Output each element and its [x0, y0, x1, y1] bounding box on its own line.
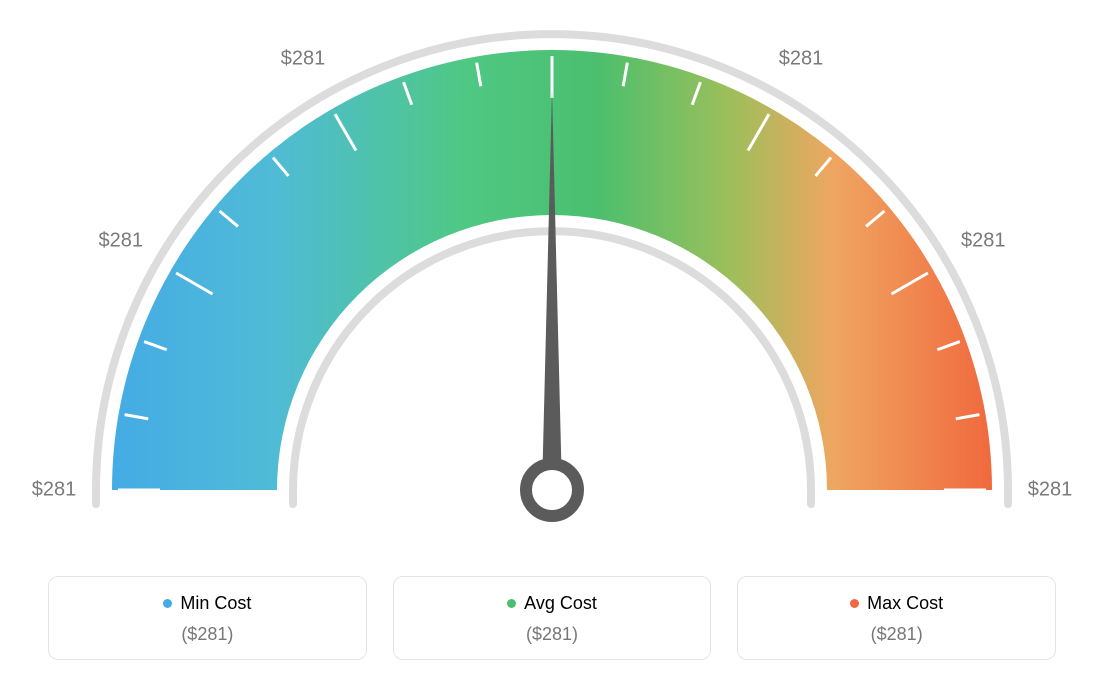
gauge-svg — [0, 0, 1104, 560]
legend-title-min: Min Cost — [163, 593, 251, 614]
gauge-tick-label: $281 — [98, 230, 143, 253]
gauge-tick-label: $281 — [530, 0, 575, 4]
legend-value-min: ($281) — [61, 624, 354, 645]
legend-dot-max — [850, 599, 859, 608]
gauge-chart: $281 $281 $281 $281 $281 $281 $281 — [0, 0, 1104, 560]
gauge-tick-label: $281 — [779, 47, 824, 70]
legend-card-max: Max Cost ($281) — [737, 576, 1056, 660]
legend-label-avg: Avg Cost — [524, 593, 597, 614]
legend-label-min: Min Cost — [180, 593, 251, 614]
legend-title-max: Max Cost — [850, 593, 943, 614]
legend-dot-min — [163, 599, 172, 608]
legend-value-avg: ($281) — [406, 624, 699, 645]
gauge-tick-label: $281 — [281, 47, 326, 70]
legend-dot-avg — [507, 599, 516, 608]
gauge-tick-label: $281 — [32, 479, 77, 502]
legend-title-avg: Avg Cost — [507, 593, 597, 614]
legend-value-max: ($281) — [750, 624, 1043, 645]
legend-label-max: Max Cost — [867, 593, 943, 614]
gauge-tick-label: $281 — [1028, 479, 1073, 502]
gauge-tick-label: $281 — [961, 230, 1006, 253]
legend-card-avg: Avg Cost ($281) — [393, 576, 712, 660]
legend-row: Min Cost ($281) Avg Cost ($281) Max Cost… — [0, 576, 1104, 660]
legend-card-min: Min Cost ($281) — [48, 576, 367, 660]
